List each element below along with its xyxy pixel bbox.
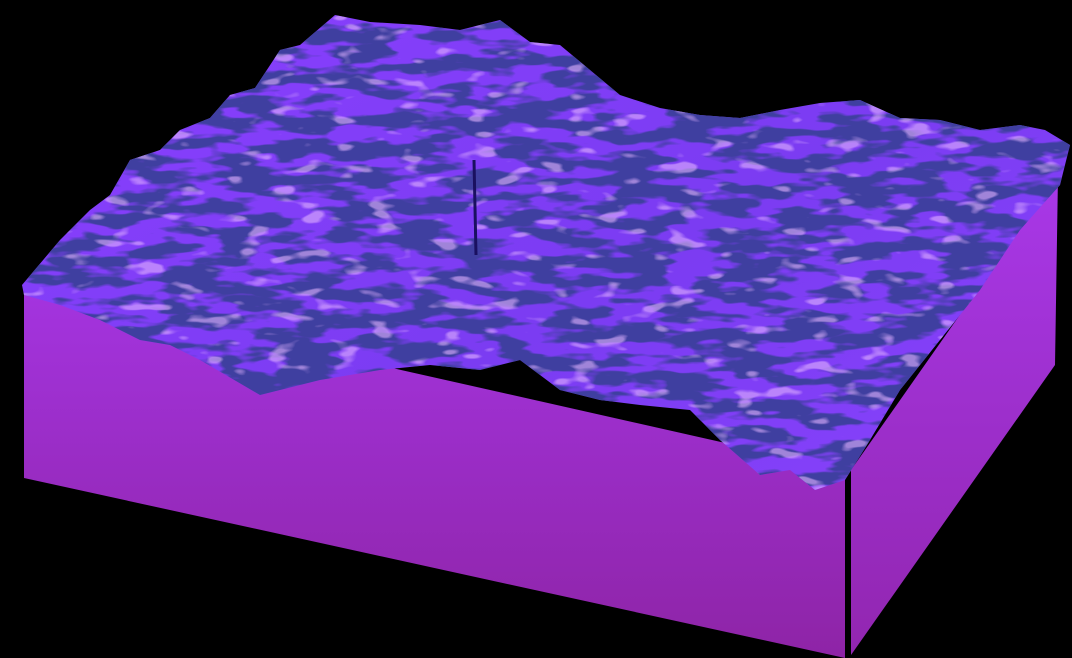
side-face: [851, 175, 1058, 655]
spike: [472, 159, 478, 256]
front-face: [24, 285, 845, 658]
